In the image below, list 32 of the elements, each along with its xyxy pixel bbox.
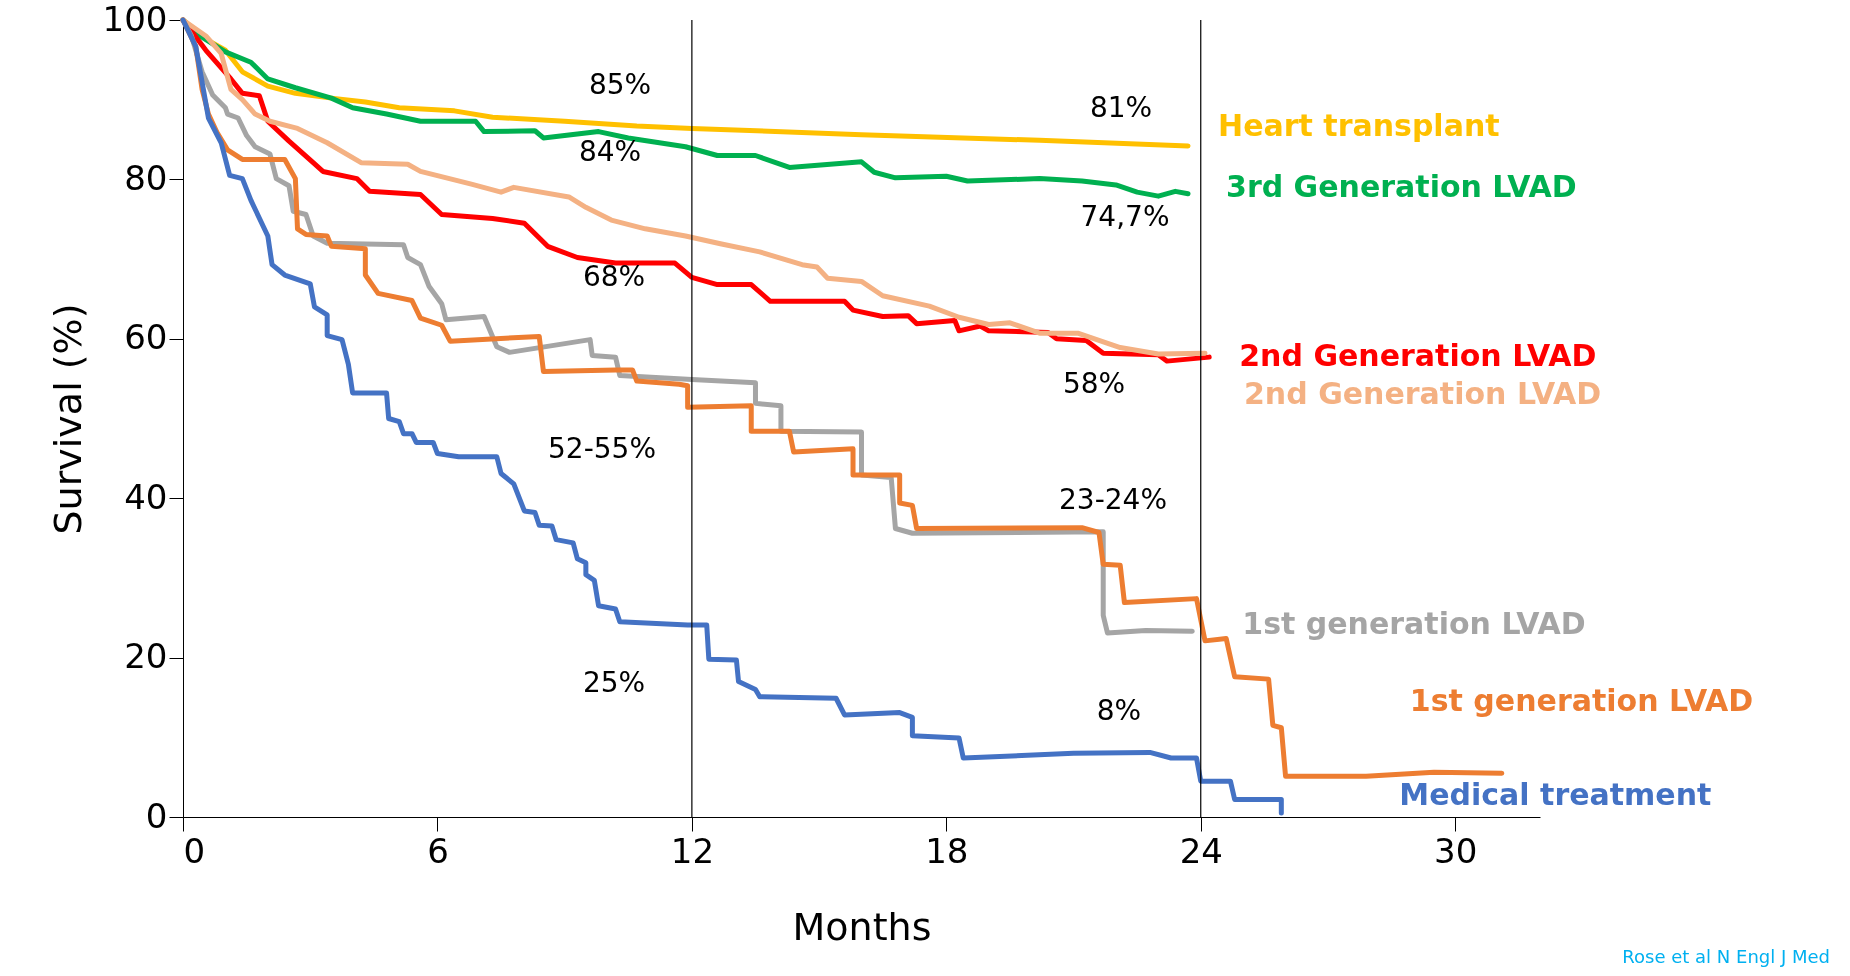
annotation: 74,7% (1080, 200, 1170, 233)
x-tick-label: 18 (925, 830, 969, 871)
x-tick-label: 12 (670, 830, 715, 871)
annotation: 25% (582, 666, 646, 699)
y-tick-label: 0 (145, 795, 168, 836)
series-label: 2nd Generation LVAD (1243, 376, 1602, 412)
x-tick-label: 0 (183, 830, 206, 871)
annotation: 85% (588, 68, 652, 101)
annotation: 81% (1089, 91, 1153, 124)
annotation: 23-24% (1059, 483, 1167, 516)
x-tick-label: 6 (427, 830, 449, 871)
series-label: 2nd Generation LVAD (1239, 338, 1597, 374)
x-axis-title: Months (792, 904, 932, 949)
y-tick-label: 60 (124, 317, 168, 358)
y-tick-label: 80 (124, 157, 168, 198)
annotation: 52-55% (548, 432, 656, 465)
y-tick-label: 100 (102, 0, 168, 39)
x-tick-label: 30 (1434, 830, 1478, 871)
annotation: 68% (582, 260, 646, 293)
y-axis-title: Survival (%) (45, 303, 90, 535)
annotation: 58% (1062, 367, 1126, 400)
series-label: 1st generation LVAD (1242, 606, 1586, 642)
series-label: Heart transplant (1218, 107, 1500, 143)
y-tick-label: 20 (124, 636, 168, 677)
text: Medical treatment (1399, 777, 1712, 813)
text: Rose et al N Engl J Med (1622, 946, 1830, 967)
series-label: 1st generation LVAD (1409, 683, 1754, 719)
annotation: 84% (578, 135, 642, 168)
y-tick-label: 40 (124, 476, 168, 517)
series-label: 3rd Generation LVAD (1226, 168, 1577, 204)
annotation: 8% (1096, 694, 1142, 727)
x-tick-label: 24 (1179, 830, 1223, 871)
